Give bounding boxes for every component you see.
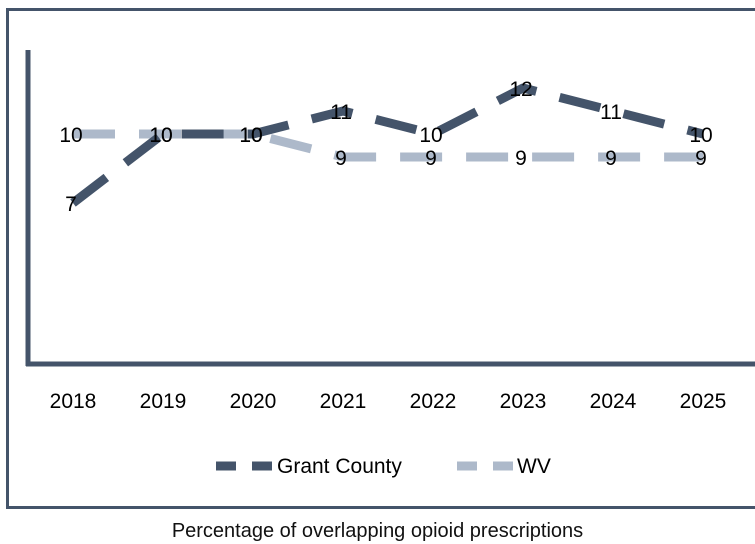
x-tick-label: 2018 [50,390,97,413]
chart-axes [25,50,755,367]
data-label: 10 [239,124,262,147]
data-label: 11 [600,101,622,124]
series-line [73,129,703,162]
chart-frame [6,8,755,509]
x-tick-label: 2024 [590,390,637,413]
data-label: 9 [695,147,707,170]
data-label: 9 [335,147,347,170]
data-label: 10 [149,124,172,147]
legend: Grant County WV [216,455,551,478]
series-layer [70,83,705,207]
data-label: 11 [330,101,352,124]
data-label: 12 [509,78,532,101]
chart-caption: Percentage of overlapping opioid prescri… [171,520,584,542]
data-label: 9 [605,147,617,170]
x-axis-ticks: 2018 2019 2020 2021 2022 2023 2024 2025 [50,390,727,413]
data-label: 10 [689,124,712,147]
legend-label: Grant County [277,455,402,478]
legend-label: WV [517,455,551,478]
data-label: 10 [59,124,82,147]
x-tick-label: 2021 [320,390,367,413]
data-label: 7 [65,193,77,216]
x-tick-label: 2023 [500,390,547,413]
data-label: 9 [515,147,527,170]
series-line [70,83,705,207]
data-label: 10 [419,124,442,147]
x-tick-label: 2020 [230,390,277,413]
x-tick-label: 2019 [140,390,187,413]
x-tick-label: 2025 [680,390,727,413]
data-label: 9 [425,147,437,170]
x-tick-label: 2022 [410,390,457,413]
data-label: 10 [149,124,172,147]
data-label: 10 [239,124,262,147]
